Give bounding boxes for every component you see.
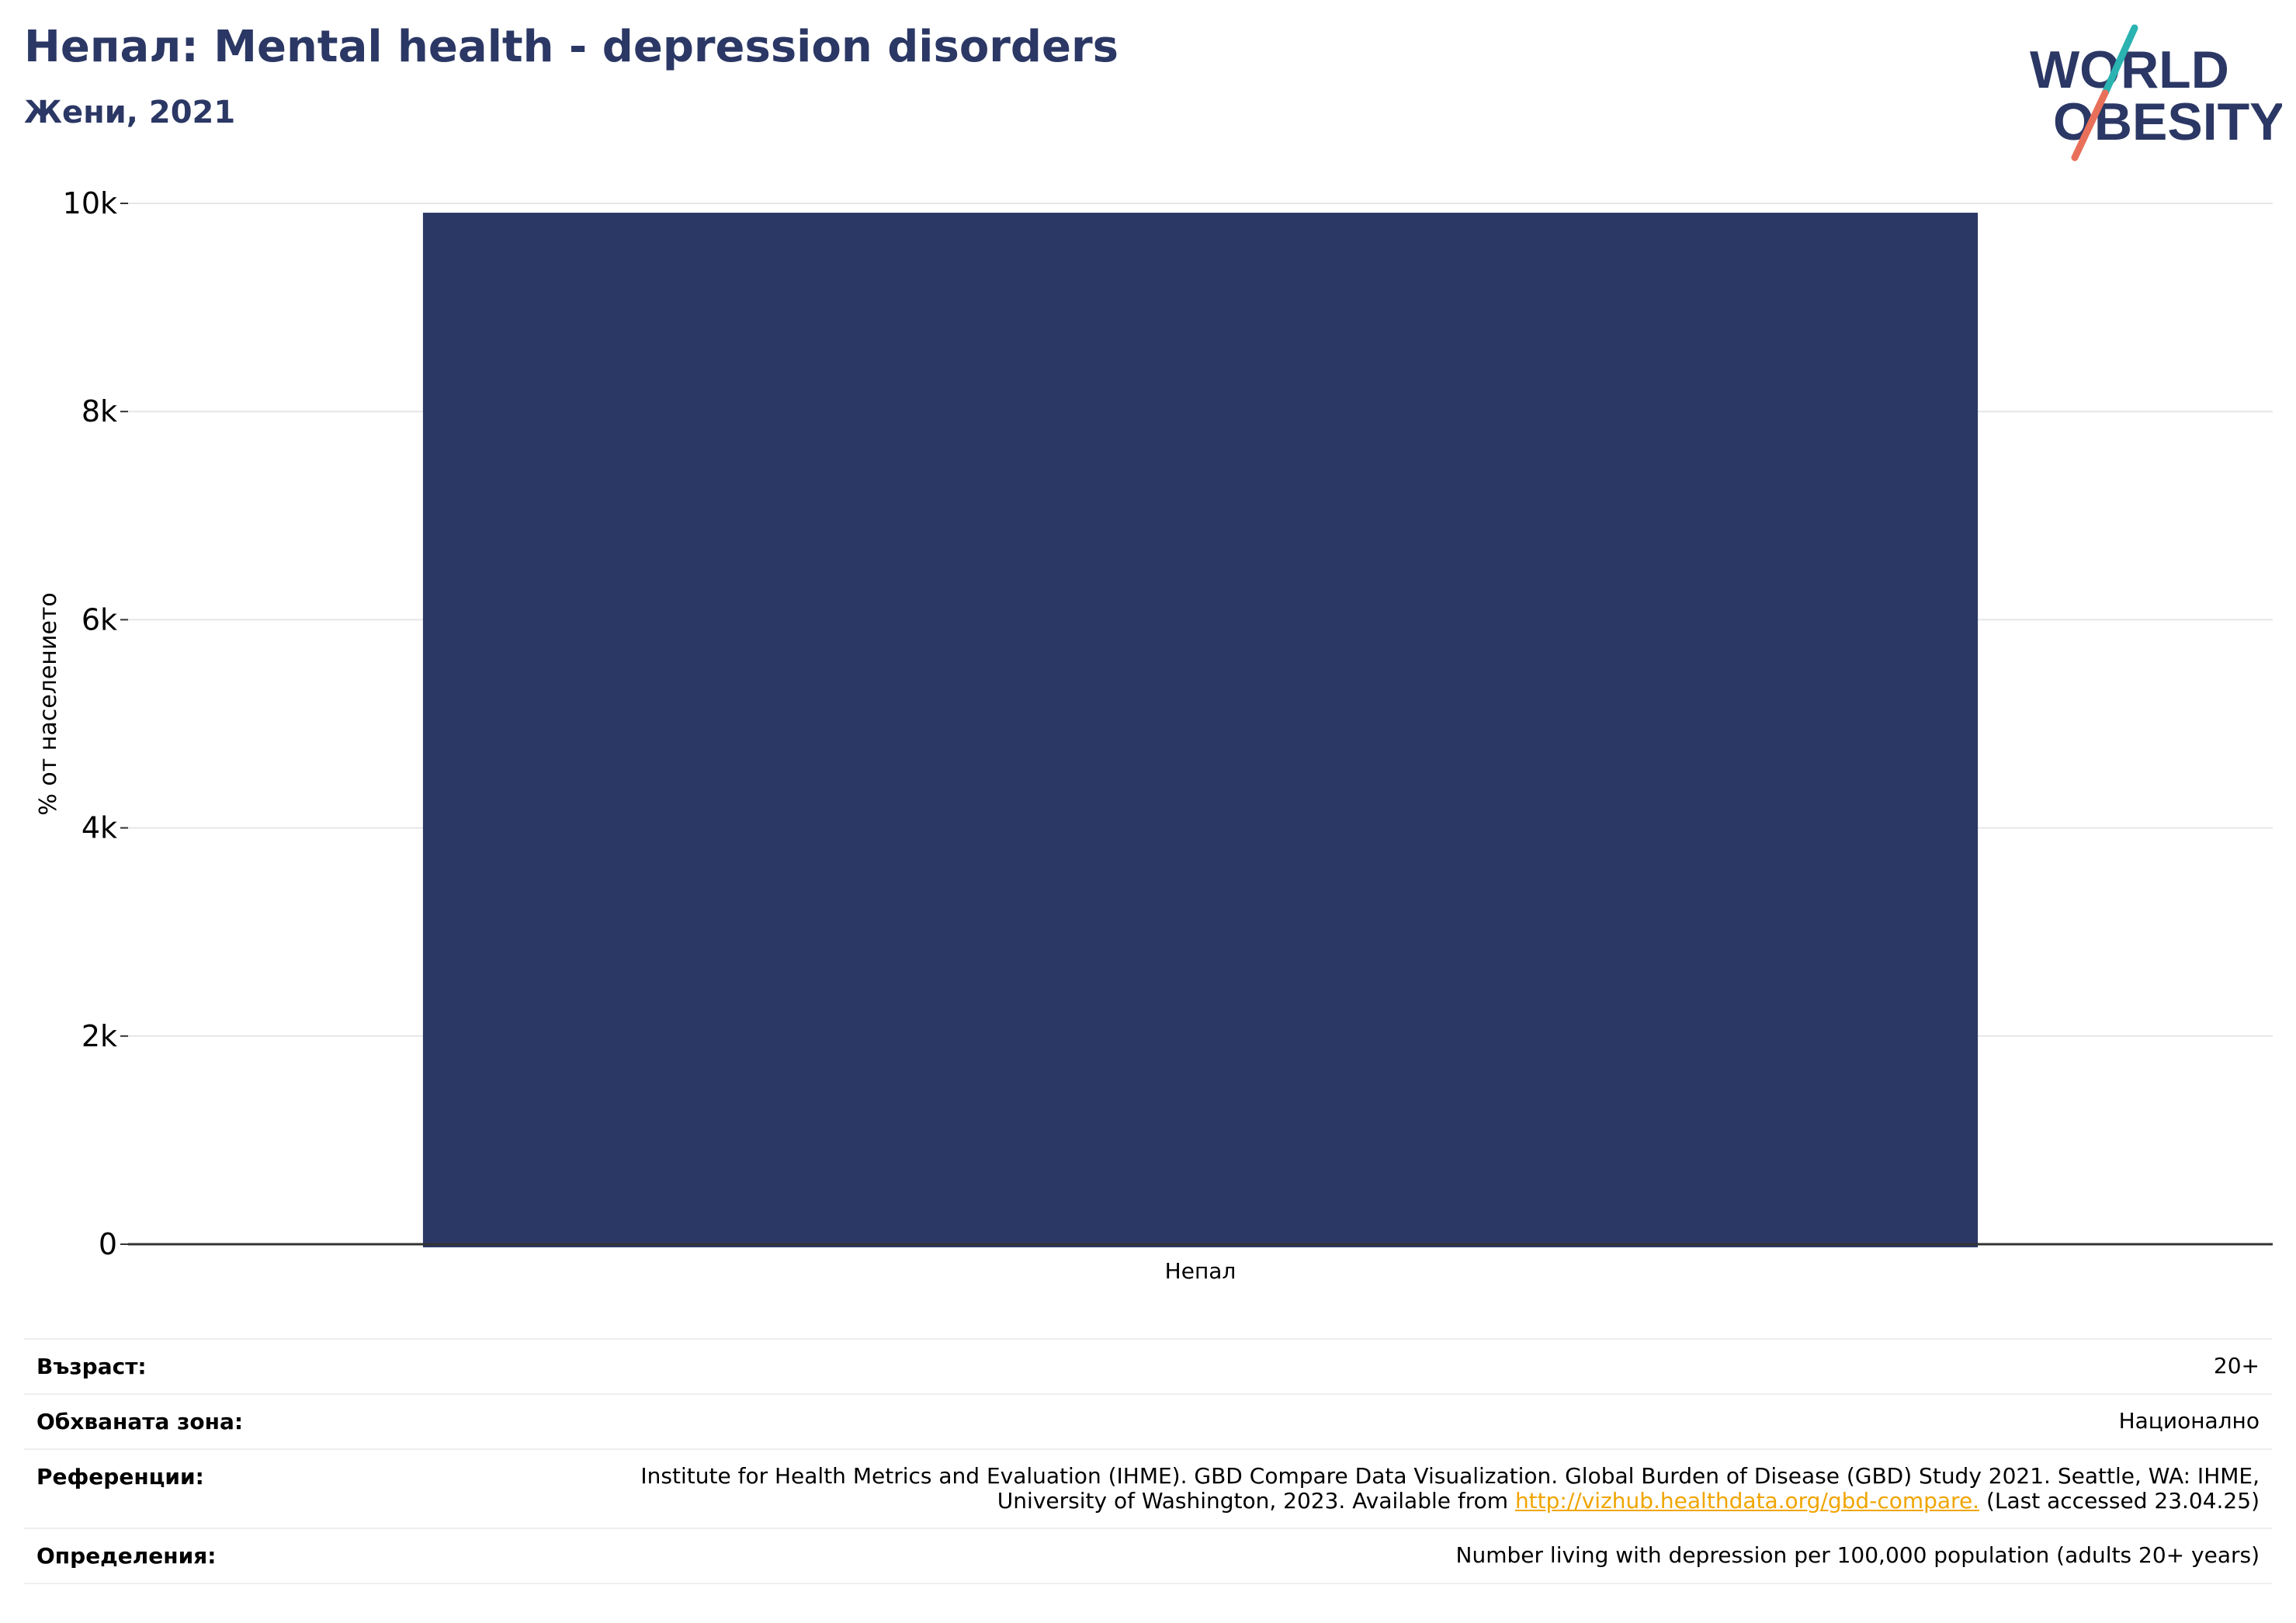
chart-subtitle: Жени, 2021 [24, 95, 236, 130]
bars [422, 213, 1979, 1248]
logo-slash-bottom [2071, 89, 2109, 161]
info-table: Възраст: 20+ Обхваната зона: Национално … [24, 1338, 2272, 1584]
footer-label-age: Възраст: [36, 1354, 147, 1379]
y-tick-label: 2k [82, 1019, 117, 1053]
footer-value-definitions: Number living with depression per 100,00… [1455, 1542, 2260, 1568]
y-tick-label: 10k [63, 186, 117, 220]
reference-accessed: (Last accessed 23.04.25) [1979, 1488, 2260, 1514]
footer-value-coverage: Национално [2118, 1408, 2260, 1434]
y-tick-label: 4k [82, 811, 117, 845]
footer-row-age: Възраст: 20+ [24, 1338, 2272, 1395]
footer-row-definitions: Определения: Number living with depressi… [24, 1529, 2272, 1584]
reference-text: Institute for Health Metrics and Evaluat… [640, 1463, 2260, 1514]
y-tick-label: 8k [82, 394, 117, 428]
y-tick-label: 0 [99, 1227, 117, 1261]
footer-value-references: Institute for Health Metrics and Evaluat… [552, 1464, 2260, 1514]
y-tick-label: 6k [82, 602, 117, 636]
world-obesity-logo: WORLD OBESITY [2030, 24, 2282, 161]
bar [422, 213, 1979, 1248]
footer-value-age: 20+ [2213, 1353, 2260, 1379]
axes: 0 2k 4k 6k 8k 10k Непал [63, 186, 2273, 1284]
y-axis-label: % от населението [35, 592, 62, 815]
footer-label-references: Референции: [36, 1464, 204, 1489]
reference-link[interactable]: http://vizhub.healthdata.org/gbd-compare… [1514, 1488, 1980, 1514]
chart-title: Непал: Mental health - depression disord… [24, 22, 1119, 72]
logo-text-world: WORLD [2030, 40, 2229, 99]
logo-slash-top [2101, 24, 2138, 97]
footer-label-definitions: Определения: [36, 1543, 217, 1569]
footer-label-coverage: Обхваната зона: [36, 1409, 244, 1434]
x-tick-label: Непал [1165, 1258, 1236, 1284]
footer-row-references: Референции: Institute for Health Metrics… [24, 1450, 2272, 1529]
footer-row-coverage: Обхваната зона: Национално [24, 1395, 2272, 1450]
bar-chart: 0 2k 4k 6k 8k 10k Непал % от населението [35, 186, 2273, 1284]
